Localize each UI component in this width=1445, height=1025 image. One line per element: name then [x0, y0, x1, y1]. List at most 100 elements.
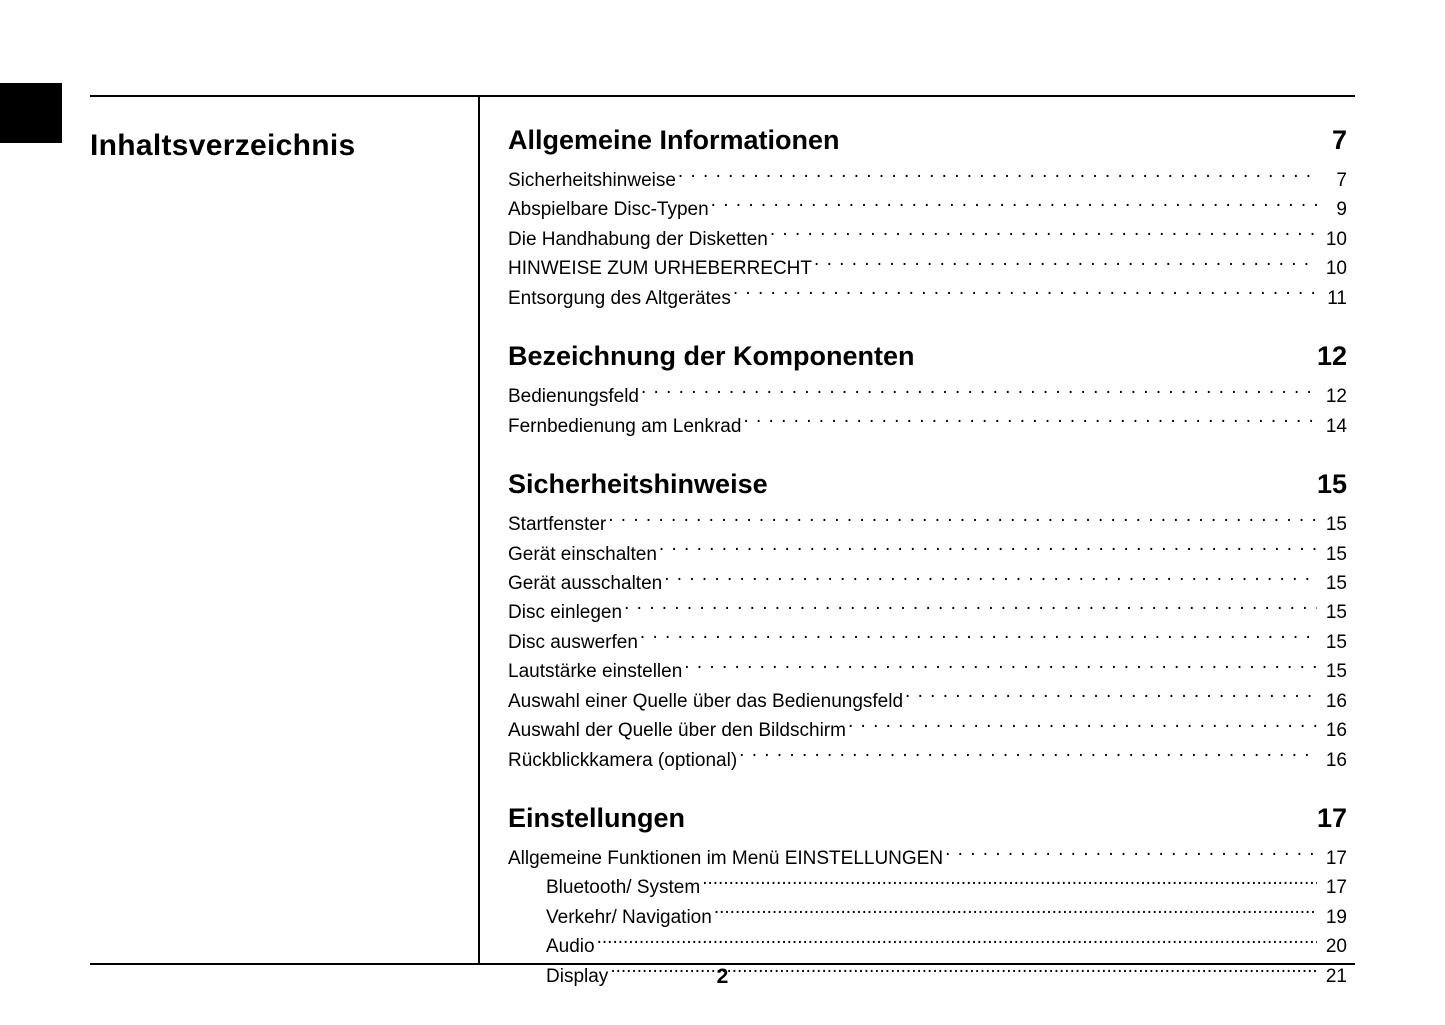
toc-entry: Audio 20: [508, 932, 1347, 961]
entry-label: Auswahl einer Quelle über das Bedienungs…: [508, 687, 903, 716]
entry-page: 15: [1319, 598, 1347, 627]
entry-label: Fernbedienung am Lenkrad: [508, 412, 741, 441]
section-heading: Allgemeine Informationen7: [508, 125, 1347, 156]
entry-leader-dots: [597, 933, 1317, 952]
toc-entry: Abspielbare Disc-Typen 9: [508, 195, 1347, 224]
right-column: Allgemeine Informationen7Sicherheitshinw…: [478, 97, 1355, 963]
entry-page: 11: [1319, 284, 1347, 313]
entry-leader-dots: [641, 383, 1317, 402]
toc-entry: Verkehr/ Navigation 19: [508, 903, 1347, 932]
entry-page: 17: [1319, 873, 1347, 902]
entry-label: Bluetooth/ System: [546, 873, 700, 902]
section-heading: Sicherheitshinweise 15: [508, 469, 1347, 500]
entry-page: 15: [1319, 569, 1347, 598]
entry-leader-dots: [714, 904, 1317, 923]
entry-page: 15: [1319, 628, 1347, 657]
entry-label: Gerät ausschalten: [508, 569, 662, 598]
toc-entry: Rückblickkamera (optional) 16: [508, 746, 1347, 775]
entry-label: Verkehr/ Navigation: [546, 903, 712, 932]
entry-leader-dots: [814, 255, 1317, 274]
toc-section: Sicherheitshinweise15Startfenster15Gerät…: [508, 469, 1347, 775]
entry-leader-dots: [770, 226, 1317, 245]
toc-entry: Sicherheitshinweise 7: [508, 166, 1347, 195]
entry-label: Entsorgung des Altgerätes: [508, 284, 731, 313]
section-heading: Bezeichnung der Komponenten 12: [508, 341, 1347, 372]
toc-entry: HINWEISE ZUM URHEBERRECHT 10: [508, 254, 1347, 283]
toc-entry: Auswahl der Quelle über den Bildschirm 16: [508, 716, 1347, 745]
entry-leader-dots: [945, 845, 1317, 864]
entry-page: 9: [1319, 195, 1347, 224]
toc-entry: Lautstärke einstellen 15: [508, 657, 1347, 686]
entry-label: HINWEISE ZUM URHEBERRECHT: [508, 254, 812, 283]
entry-label: Sicherheitshinweise: [508, 166, 676, 195]
entry-label: Audio: [546, 932, 595, 961]
entry-page: 14: [1319, 412, 1347, 441]
entry-page: 12: [1319, 382, 1347, 411]
entry-leader-dots: [624, 599, 1317, 618]
entry-label: Abspielbare Disc-Typen: [508, 195, 709, 224]
entry-leader-dots: [739, 747, 1317, 766]
entry-leader-dots: [743, 413, 1317, 432]
section-page: 17: [1317, 803, 1347, 834]
entry-page: 10: [1319, 225, 1347, 254]
entry-page: 7: [1319, 166, 1347, 195]
toc-entry: Gerät einschalten 15: [508, 540, 1347, 569]
page-edge-tab: [0, 83, 62, 143]
section-title: Einstellungen: [508, 803, 685, 834]
entry-page: 10: [1319, 254, 1347, 283]
entry-label: Bedienungsfeld: [508, 382, 639, 411]
entry-leader-dots: [678, 167, 1317, 186]
toc-section: Bezeichnung der Komponenten12Bedienungsf…: [508, 341, 1347, 441]
entry-leader-dots: [848, 717, 1317, 736]
toc-section: Allgemeine Informationen7Sicherheitshinw…: [508, 125, 1347, 313]
toc-entry: Disc auswerfen 15: [508, 628, 1347, 657]
toc-entry: Die Handhabung der Disketten 10: [508, 225, 1347, 254]
toc-entry: Gerät ausschalten 15: [508, 569, 1347, 598]
entry-page: 16: [1319, 716, 1347, 745]
entry-page: 16: [1319, 687, 1347, 716]
entry-page: 19: [1319, 903, 1347, 932]
entry-page: 15: [1319, 540, 1347, 569]
toc-title: Inhaltsverzeichnis: [90, 129, 478, 163]
page-content: Inhaltsverzeichnis Allgemeine Informatio…: [90, 95, 1355, 965]
section-heading: Einstellungen 17: [508, 803, 1347, 834]
entry-label: Startfenster: [508, 510, 606, 539]
left-column: Inhaltsverzeichnis: [90, 97, 478, 963]
entry-leader-dots: [905, 688, 1317, 707]
entry-leader-dots: [684, 658, 1317, 677]
entry-label: Allgemeine Funktionen im Menü EINSTELLUN…: [508, 844, 943, 873]
entry-label: Rückblickkamera (optional): [508, 746, 737, 775]
entry-leader-dots: [664, 570, 1317, 589]
section-page: 15: [1317, 469, 1347, 500]
entry-label: Auswahl der Quelle über den Bildschirm: [508, 716, 846, 745]
entry-label: Gerät einschalten: [508, 540, 657, 569]
toc-entry: Disc einlegen 15: [508, 598, 1347, 627]
toc-entry: Startfenster 15: [508, 510, 1347, 539]
toc-entry: Bedienungsfeld 12: [508, 382, 1347, 411]
section-title: Allgemeine Informationen: [508, 125, 840, 156]
section-page: 12: [1317, 341, 1347, 372]
page-number: 2: [0, 965, 1445, 989]
entry-leader-dots: [640, 629, 1317, 648]
entry-page: 20: [1319, 932, 1347, 961]
entry-leader-dots: [608, 511, 1317, 530]
toc-entry: Auswahl einer Quelle über das Bedienungs…: [508, 687, 1347, 716]
entry-label: Die Handhabung der Disketten: [508, 225, 768, 254]
entry-leader-dots: [711, 196, 1317, 215]
section-title: Sicherheitshinweise: [508, 469, 768, 500]
toc-section: Einstellungen 17 Allgemeine Funktionen im …: [508, 803, 1347, 991]
entry-label: Disc auswerfen: [508, 628, 638, 657]
entry-page: 15: [1319, 657, 1347, 686]
toc-entry: Allgemeine Funktionen im Menü EINSTELLUN…: [508, 844, 1347, 873]
entry-page: 16: [1319, 746, 1347, 775]
entry-leader-dots: [659, 541, 1317, 560]
toc-entry: Entsorgung des Altgerätes 11: [508, 284, 1347, 313]
toc-entry: Bluetooth/ System 17: [508, 873, 1347, 902]
entry-leader-dots: [702, 874, 1317, 893]
section-title: Bezeichnung der Komponenten: [508, 341, 915, 372]
toc-entry: Fernbedienung am Lenkrad 14: [508, 412, 1347, 441]
entry-page: 15: [1319, 510, 1347, 539]
entry-label: Lautstärke einstellen: [508, 657, 682, 686]
entry-page: 17: [1319, 844, 1347, 873]
entry-label: Disc einlegen: [508, 598, 622, 627]
